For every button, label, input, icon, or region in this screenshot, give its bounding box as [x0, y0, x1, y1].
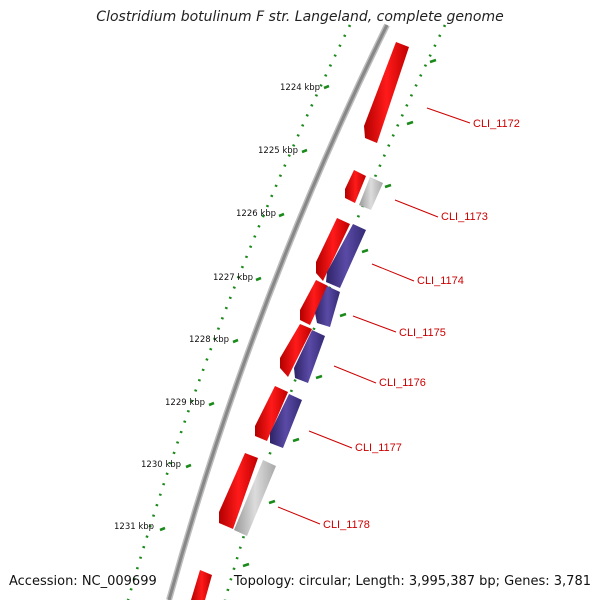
outer-dotted-ring [223, 24, 447, 600]
gene-label-cli-1176: CLI_1176 [379, 377, 426, 389]
gene-arrow-cli-1176[interactable] [280, 324, 312, 377]
gene-label-cli-1174: CLI_1174 [417, 275, 464, 287]
inner-dotted-ring [126, 24, 352, 600]
gene-arrow-cli-1175[interactable] [300, 280, 328, 325]
gene-arrow-reverse-4[interactable] [270, 394, 302, 448]
gene-label-cli-1178: CLI_1178 [323, 519, 370, 531]
feature-arrow-grey-2[interactable] [234, 460, 276, 536]
gene-arrow-cli-1178[interactable] [219, 453, 258, 529]
feature-arrow-grey-1[interactable] [359, 177, 383, 210]
topology-label: Topology: circular; Length: 3,995,387 bp… [233, 574, 591, 589]
map-title: Clostridium botulinum F str. Langeland, … [96, 9, 504, 25]
scale-tick-label: 1224 kbp [280, 83, 320, 93]
backbone-shadow [166, 23, 390, 600]
gene-label-cli-1173: CLI_1173 [441, 211, 488, 223]
scale-tick-label: 1230 kbp [141, 460, 181, 470]
scale-tick-label: 1227 kbp [213, 273, 253, 283]
gene-label-cli-1175: CLI_1175 [399, 327, 446, 339]
gene-arrow-reverse-3[interactable] [294, 330, 325, 383]
accession-label: Accession: NC_009699 [9, 574, 157, 589]
gene-arrow-partial[interactable] [191, 570, 212, 600]
scale-tick-label: 1229 kbp [165, 398, 205, 408]
gene-label-cli-1177: CLI_1177 [355, 442, 402, 454]
gene-arrow-reverse-1[interactable] [326, 224, 366, 288]
scale-tick-label: 1225 kbp [258, 146, 298, 156]
gene-label-cli-1172: CLI_1172 [473, 118, 520, 130]
gene-arrow-cli-1174[interactable] [316, 218, 350, 281]
gene-arrow-cli-1177[interactable] [255, 386, 288, 441]
backbone [167, 24, 389, 600]
scale-tick-label: 1226 kbp [236, 209, 276, 219]
scale-tick-marks [159, 58, 437, 568]
gene-arrow-cli-1173[interactable] [345, 170, 366, 203]
gene-label-leaders [277, 107, 471, 525]
gene-arrow-cli-1172[interactable] [364, 42, 409, 143]
scale-tick-label: 1231 kbp [114, 522, 154, 532]
gene-arrow-reverse-2[interactable] [315, 286, 340, 327]
scale-tick-label: 1228 kbp [189, 335, 229, 345]
